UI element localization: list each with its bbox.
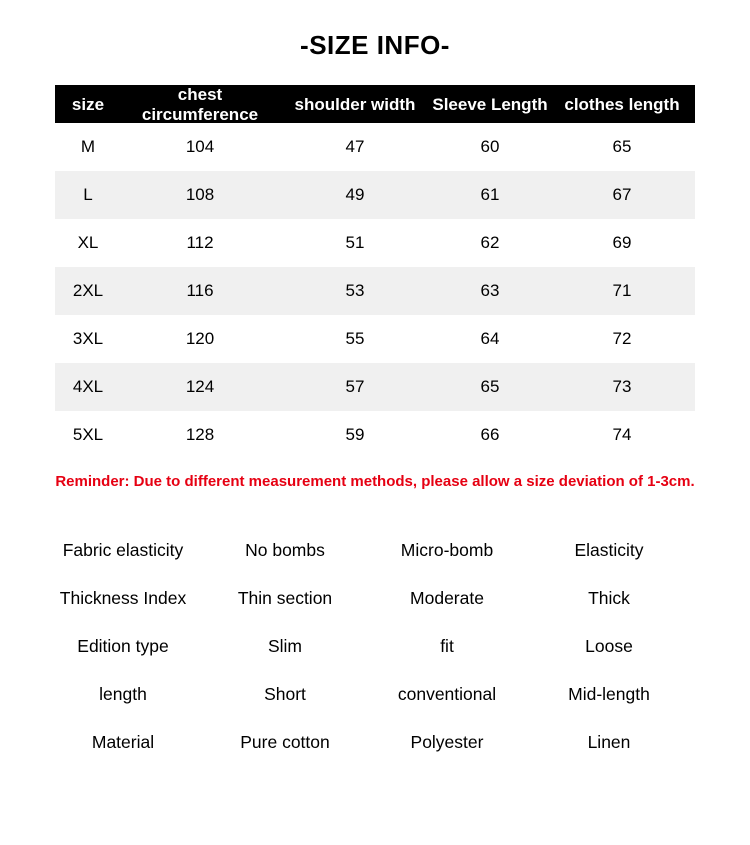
attribute-option: Polyester [366,728,528,757]
attribute-label: Material [91,731,155,752]
attribute-grid: Fabric elasticity No bombs Micro-bomb El… [42,526,690,766]
shoulder-cell: 55 [345,329,365,348]
attribute-option-text: Pure cotton [238,728,332,757]
chest-cell: 120 [185,329,215,348]
clothes-cell: 71 [612,281,632,300]
attribute-option: Moderate [366,584,528,613]
attribute-option: Linen [528,728,690,757]
attribute-option-text: Micro-bomb [399,536,495,565]
attribute-option: Elasticity [528,536,690,565]
size-cell: M [80,137,96,156]
sleeve-cell: 60 [480,137,500,156]
chest-cell: 104 [185,137,215,156]
table-row: L 108 49 61 67 [55,171,695,219]
sleeve-cell: 64 [480,329,500,348]
column-header-shoulder: shoulder width [294,95,416,114]
attribute-label: length [99,683,147,704]
chest-cell: 108 [185,185,215,204]
attribute-option: Slim [204,632,366,661]
table-row: 4XL 124 57 65 73 [55,363,695,411]
attribute-label: Edition type [77,635,169,656]
size-cell: 2XL [72,281,104,300]
clothes-cell: 72 [612,329,632,348]
table-row: 3XL 120 55 64 72 [55,315,695,363]
table-row: 5XL 128 59 66 74 [55,411,695,459]
shoulder-cell: 49 [345,185,365,204]
sleeve-cell: 66 [480,425,500,444]
attribute-option: fit [366,632,528,661]
sleeve-cell: 62 [480,233,500,252]
size-cell: XL [77,233,99,252]
size-cell: L [83,185,93,204]
shoulder-cell: 51 [345,233,365,252]
size-cell: 4XL [72,377,104,396]
column-header-clothes: clothes length [564,95,680,114]
shoulder-cell: 53 [345,281,365,300]
attribute-option: Thick [528,584,690,613]
column-header-sleeve: Sleeve Length [432,95,548,114]
table-row: M 104 47 60 65 [55,123,695,171]
attribute-label: Fabric elasticity [62,539,184,560]
attribute-option-text: Linen [587,731,631,752]
size-table-header-row: size chest circumference shoulder width … [55,85,695,124]
attribute-option-text: Slim [267,635,303,656]
attribute-option-text: Loose [585,635,633,656]
chest-cell: 124 [185,377,215,396]
attribute-option-text: fit [438,632,456,661]
attribute-option: Pure cotton [204,728,366,757]
clothes-cell: 67 [612,185,632,204]
attribute-option-text: conventional [397,683,497,704]
column-header-size: size [71,95,105,114]
attribute-option: No bombs [204,536,366,565]
sleeve-cell: 63 [480,281,500,300]
attribute-option: Mid-length [528,680,690,709]
table-row: XL 112 51 62 69 [55,219,695,267]
shoulder-cell: 47 [345,137,365,156]
chest-cell: 112 [186,233,214,252]
column-header-chest: chest circumference [141,85,259,124]
attribute-option-text: Elasticity [574,539,644,560]
size-deviation-reminder: Reminder: Due to different measurement m… [55,473,695,490]
attribute-option-text: Short [264,683,306,704]
size-table: size chest circumference shoulder width … [55,85,695,459]
clothes-cell: 73 [612,377,632,396]
attribute-option-text: Moderate [408,584,486,613]
attribute-option: Short [204,680,366,709]
size-cell: 5XL [72,425,104,444]
attribute-label: Thickness Index [59,587,187,608]
attribute-option: Micro-bomb [366,536,528,565]
attribute-option-text: No bombs [245,539,325,560]
clothes-cell: 69 [612,233,632,252]
attribute-option-text: Mid-length [568,683,650,704]
clothes-cell: 65 [612,137,632,156]
shoulder-cell: 57 [345,377,365,396]
attribute-option-text: Thick [588,587,630,608]
attribute-option: conventional [366,680,528,709]
chest-cell: 128 [185,425,215,444]
shoulder-cell: 59 [345,425,365,444]
attribute-option: Thin section [204,584,366,613]
attribute-option: Loose [528,632,690,661]
page-title: -SIZE INFO- [300,30,450,60]
clothes-cell: 74 [612,425,632,444]
size-cell: 3XL [72,329,104,348]
sleeve-cell: 61 [480,185,500,204]
chest-cell: 116 [186,281,214,300]
attribute-option-text: Thin section [237,587,333,608]
table-row: 2XL 116 53 63 71 [55,267,695,315]
sleeve-cell: 65 [480,377,500,396]
attribute-option-text: Polyester [410,731,484,752]
